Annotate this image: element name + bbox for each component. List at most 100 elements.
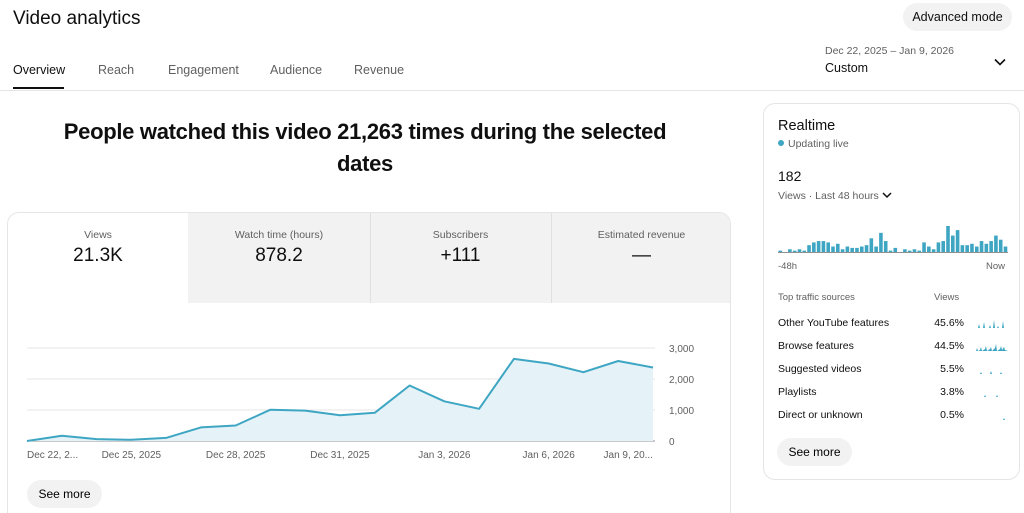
traffic-source-pct: 45.6% (934, 317, 964, 329)
realtime-bar[interactable] (869, 238, 874, 252)
realtime-bar[interactable] (874, 246, 878, 252)
realtime-bar[interactable] (970, 243, 974, 252)
realtime-count: 182 (778, 168, 802, 184)
realtime-bar[interactable] (850, 247, 854, 252)
metric-label: Subscribers (432, 229, 489, 241)
realtime-status-text: Updating live (788, 138, 849, 150)
x-tick-label: Dec 31, 2025 (310, 450, 370, 461)
metric-views[interactable]: Views 21.3K (8, 213, 188, 303)
traffic-sparkline (974, 418, 1008, 420)
traffic-source-row: Other YouTube features 45.6% (778, 315, 1008, 335)
metric-divider (551, 213, 552, 303)
views-column-header: Views (934, 292, 960, 303)
tab-overview[interactable]: Overview (13, 63, 66, 77)
x-tick-label: Jan 6, 2026 (523, 450, 576, 461)
realtime-bar[interactable] (802, 250, 807, 252)
y-tick-label: 2,000 (669, 375, 694, 386)
metric-subscribers[interactable]: Subscribers +111 (370, 213, 551, 303)
realtime-bar[interactable] (879, 232, 883, 252)
realtime-bar[interactable] (812, 242, 816, 252)
tab-reach[interactable]: Reach (98, 63, 135, 77)
realtime-bar[interactable] (922, 242, 926, 252)
traffic-source-name: Browse features (778, 340, 854, 352)
realtime-bar[interactable] (912, 249, 917, 252)
live-dot-icon (778, 140, 784, 146)
date-mode-text[interactable]: Custom (825, 61, 869, 75)
realtime-bar[interactable] (951, 235, 955, 252)
traffic-sources-header: Top traffic sources (778, 292, 855, 303)
chevron-down-icon[interactable] (993, 55, 1007, 69)
chevron-down-icon[interactable] (882, 190, 892, 200)
realtime-bar[interactable] (807, 245, 811, 252)
tab-revenue[interactable]: Revenue (354, 63, 405, 77)
x-tick-label: Jan 9, 20... (604, 450, 653, 461)
x-tick-label: Dec 22, 2... (27, 450, 78, 461)
metric-label: Watch time (hours) (234, 229, 324, 241)
realtime-status: Updating live (778, 138, 849, 150)
headline: People watched this video 21,263 times d… (63, 119, 667, 176)
realtime-bar[interactable] (941, 241, 946, 252)
views-area-fill (27, 358, 653, 441)
realtime-bar[interactable] (1003, 246, 1008, 252)
y-tick-label: 0 (669, 437, 675, 448)
realtime-bar[interactable] (778, 250, 783, 252)
metric-estimated-revenue[interactable]: Estimated revenue — (551, 213, 730, 303)
realtime-bar[interactable] (826, 242, 831, 252)
metric-watch-time[interactable]: Watch time (hours) 878.2 (188, 213, 370, 303)
realtime-card: Realtime Updating live 182 Views · Last … (763, 103, 1020, 480)
realtime-axis-start: -48h (778, 261, 798, 272)
realtime-bar[interactable] (946, 226, 950, 252)
date-range-text[interactable]: Dec 22, 2025 – Jan 9, 2026 (825, 45, 955, 57)
traffic-source-pct: 44.5% (934, 340, 964, 352)
realtime-bar[interactable] (927, 246, 931, 252)
realtime-bar[interactable] (955, 230, 960, 252)
realtime-bar[interactable] (903, 249, 907, 252)
realtime-bar[interactable] (821, 241, 826, 252)
realtime-bar[interactable] (859, 246, 864, 252)
realtime-bar[interactable] (979, 241, 984, 252)
metrics-card: Views 21.3K Watch time (hours) 878.2 Sub… (7, 212, 731, 513)
realtime-see-more-button[interactable]: See more (777, 438, 852, 466)
tab-engagement[interactable]: Engagement (168, 63, 239, 77)
realtime-bar[interactable] (797, 249, 802, 252)
realtime-bar[interactable] (998, 239, 1003, 252)
realtime-bar[interactable] (840, 249, 845, 252)
realtime-bar[interactable] (855, 247, 859, 252)
realtime-bar[interactable] (907, 250, 912, 252)
see-more-button[interactable]: See more (27, 480, 102, 508)
realtime-period-selector[interactable]: Views · Last 48 hours (778, 190, 892, 202)
header-divider (0, 90, 1024, 91)
realtime-bar[interactable] (994, 235, 998, 252)
traffic-source-pct: 5.5% (940, 363, 964, 375)
realtime-bar[interactable] (792, 250, 797, 252)
advanced-mode-button[interactable]: Advanced mode (903, 3, 1012, 31)
realtime-bar[interactable] (984, 243, 989, 252)
metric-value: — (632, 245, 651, 266)
realtime-bar[interactable] (883, 241, 888, 252)
realtime-bar[interactable] (893, 247, 898, 252)
realtime-period-label: Views · Last 48 hours (778, 190, 879, 202)
realtime-bar[interactable] (816, 241, 821, 252)
x-tick-label: Dec 25, 2025 (102, 450, 162, 461)
realtime-bar[interactable] (989, 241, 993, 252)
realtime-bar[interactable] (931, 249, 936, 252)
y-tick-label: 1,000 (669, 406, 694, 417)
views-chart: 0 1,000 2,000 3,000 Dec 22, 2... Dec 25, 2025… (26, 344, 694, 461)
realtime-bar[interactable] (864, 245, 869, 252)
realtime-bar[interactable] (974, 246, 979, 252)
realtime-bar[interactable] (788, 249, 792, 252)
traffic-source-name: Suggested videos (778, 363, 862, 375)
realtime-bar[interactable] (960, 245, 965, 252)
realtime-bar[interactable] (831, 246, 835, 252)
realtime-bar[interactable] (845, 246, 850, 252)
realtime-bar[interactable] (965, 245, 969, 252)
realtime-bar[interactable] (917, 250, 922, 252)
traffic-source-row: Suggested videos 5.5% (778, 361, 1008, 381)
x-tick-label: Dec 28, 2025 (206, 450, 266, 461)
tab-audience[interactable]: Audience (270, 63, 323, 77)
realtime-bar[interactable] (888, 250, 893, 252)
traffic-source-name: Other YouTube features (778, 317, 890, 329)
realtime-bar[interactable] (836, 243, 840, 252)
realtime-bar[interactable] (936, 242, 941, 252)
app-title: Video analytics (13, 8, 141, 29)
